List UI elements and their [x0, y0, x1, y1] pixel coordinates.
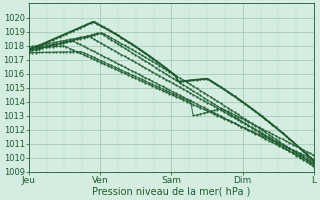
X-axis label: Pression niveau de la mer( hPa ): Pression niveau de la mer( hPa ): [92, 187, 251, 197]
